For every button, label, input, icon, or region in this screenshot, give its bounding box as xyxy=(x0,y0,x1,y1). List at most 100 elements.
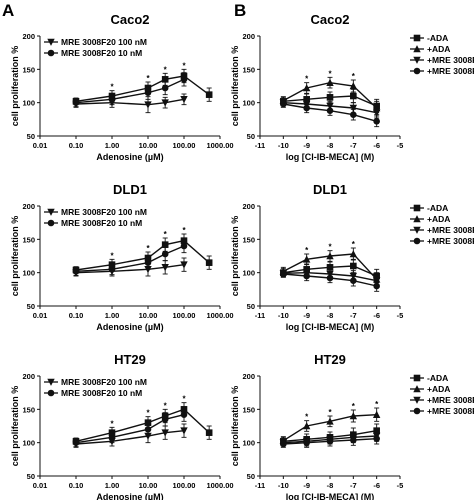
y-tick-label: 200 xyxy=(242,202,255,211)
significance-mark: * xyxy=(164,230,168,239)
data-point xyxy=(144,419,152,426)
chart-ht29-a: HT29 50 100 150 200 0.01 0.10 1.00 10.00 100.00 10… xyxy=(10,352,234,500)
legend-item: +MRE 3008F20 100 nM xyxy=(410,55,474,65)
chart-title: Caco2 xyxy=(110,12,149,27)
significance-mark: * xyxy=(328,243,332,252)
data-point xyxy=(108,429,116,436)
chart-dld1-a: DLD1 50 100 150 200 0.01 0.10 1.00 10.00 100.00 10… xyxy=(10,182,234,332)
legend-marker xyxy=(413,385,421,393)
legend-item: -ADA xyxy=(410,373,448,383)
data-point xyxy=(326,274,334,282)
data-point xyxy=(161,99,169,107)
legend-label: MRE 3008F20 100 nM xyxy=(61,377,147,387)
x-tick-label: -9 xyxy=(303,141,310,150)
chart-title: DLD1 xyxy=(313,182,347,197)
legend-label: MRE 3008F20 100 nM xyxy=(61,37,147,47)
x-axis-label: log [Cl-IB-MECA] (M) xyxy=(286,492,374,500)
significance-mark: * xyxy=(110,251,114,260)
x-axis-label: Adenosine (µM) xyxy=(96,152,163,162)
significance-mark: * xyxy=(305,246,309,255)
y-axis-label: cell proliferation % xyxy=(230,46,240,127)
data-point xyxy=(372,410,381,418)
significance-mark: * xyxy=(328,408,332,417)
data-point xyxy=(349,250,358,258)
data-point xyxy=(280,440,287,448)
legend-item: +MRE 3008F20 100 nM xyxy=(410,395,474,405)
series-unlabeled-2: * * * * xyxy=(72,61,213,106)
legend-label: MRE 3008F20 100 nM xyxy=(61,207,147,217)
data-point xyxy=(161,412,169,420)
data-point xyxy=(144,101,152,109)
legend-item: -ADA xyxy=(410,33,448,43)
data-point xyxy=(350,262,357,270)
legend-marker xyxy=(47,38,55,46)
data-point xyxy=(373,118,380,125)
chart-caco2-a: Caco2 50 100 150 200 0.01 0.10 1.00 10.00 100.00 1… xyxy=(10,12,234,162)
legend-item: MRE 3008F20 10 nM xyxy=(44,218,142,228)
x-tick-label: 1000.00 xyxy=(206,311,233,320)
series-ada: * * * * xyxy=(279,400,381,446)
data-point xyxy=(72,266,80,274)
legend-marker xyxy=(413,407,421,415)
data-point xyxy=(302,84,311,92)
data-point xyxy=(205,429,213,436)
legend-item: MRE 3008F20 100 nM xyxy=(44,377,147,387)
x-tick-label: 10.00 xyxy=(139,481,158,490)
chart-ht29-b: HT29 50 100 150 200 -11 -10 -9 -8 -7 -6 -5 log [Cl-I… xyxy=(230,352,474,500)
x-tick-label: -8 xyxy=(327,311,334,320)
legend-marker xyxy=(47,389,55,397)
legend-marker xyxy=(413,67,421,75)
chart-title: DLD1 xyxy=(113,182,147,197)
x-tick-label: -6 xyxy=(373,141,380,150)
chart-dld1-b: DLD1 50 100 150 200 -11 -10 -9 -8 -7 -6 -5 log [Cl-I… xyxy=(230,182,474,332)
significance-mark: * xyxy=(164,401,168,410)
x-tick-label: -11 xyxy=(255,311,265,320)
legend-item: -ADA xyxy=(410,203,448,213)
legend-label: +MRE 3008F20 100 nM xyxy=(427,225,474,235)
y-tick-label: 100 xyxy=(22,439,35,448)
legend-marker xyxy=(47,208,55,216)
data-point xyxy=(72,98,80,105)
data-point xyxy=(205,259,213,266)
data-point xyxy=(326,264,334,271)
significance-mark: * xyxy=(352,402,356,411)
legend-item: MRE 3008F20 100 nM xyxy=(44,37,147,47)
y-tick-label: 200 xyxy=(22,202,35,211)
legend-item: +ADA xyxy=(410,214,450,224)
legend-item: +MRE 3008F20 10 nM xyxy=(410,236,474,246)
legend-marker xyxy=(413,34,421,42)
series-mre-3008f20-10-nm xyxy=(280,270,380,292)
x-tick-label: -5 xyxy=(397,141,404,150)
x-tick-label: -8 xyxy=(327,141,334,150)
x-tick-label: 0.10 xyxy=(69,481,84,490)
significance-mark: * xyxy=(182,395,186,404)
significance-mark: * xyxy=(164,65,168,74)
x-axis-label: log [Cl-IB-MECA] (M) xyxy=(286,152,374,162)
legend-item: +MRE 3008F20 10 nM xyxy=(410,406,474,416)
y-tick-label: 150 xyxy=(242,405,255,414)
x-axis-label: Adenosine (µM) xyxy=(96,492,163,500)
legend-marker xyxy=(47,378,55,386)
data-point xyxy=(350,436,357,444)
legend: -ADA+ADA+MRE 3008F20 100 nM+MRE 3008F20 … xyxy=(410,33,474,76)
data-point xyxy=(72,438,80,445)
data-point xyxy=(326,107,334,114)
x-axis-label: Adenosine (µM) xyxy=(96,322,163,332)
data-point xyxy=(180,261,188,269)
legend-label: +ADA xyxy=(427,214,450,224)
panel-letter-b: B xyxy=(234,1,246,20)
legend-label: MRE 3008F20 10 nM xyxy=(61,218,142,228)
x-tick-label: 0.01 xyxy=(33,141,48,150)
data-point xyxy=(350,111,357,118)
x-tick-label: 100.00 xyxy=(173,141,196,150)
legend-label: +ADA xyxy=(427,384,450,394)
y-tick-label: 150 xyxy=(242,235,255,244)
significance-mark: * xyxy=(352,240,356,249)
data-point xyxy=(180,406,188,413)
y-tick-label: 50 xyxy=(27,132,35,141)
data-point xyxy=(303,272,310,280)
x-tick-label: -9 xyxy=(303,311,310,320)
legend-label: -ADA xyxy=(427,203,448,213)
x-tick-label: 0.10 xyxy=(69,141,84,150)
legend-marker xyxy=(413,396,421,404)
